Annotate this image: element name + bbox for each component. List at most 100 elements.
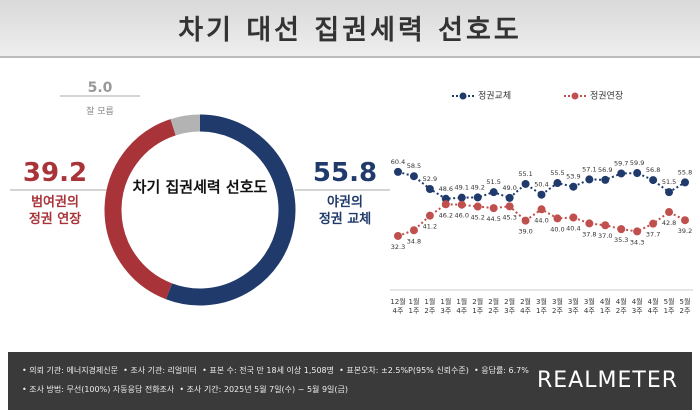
point (457, 200, 466, 209)
legend-label: 정권교체 (478, 90, 511, 102)
point (441, 200, 450, 209)
data-label: 46.0 (455, 212, 469, 220)
point (521, 179, 530, 188)
point (457, 193, 466, 202)
data-label: 34.8 (407, 237, 421, 245)
center-label: 차기 집권세력 선호도 (132, 178, 268, 196)
data-label: 39.2 (678, 227, 692, 235)
data-label: 37.8 (582, 230, 596, 238)
data-label: 37.7 (646, 231, 660, 239)
point (489, 204, 498, 213)
point (505, 202, 514, 211)
x-tick-label: 12월 4주 (390, 298, 406, 315)
point (394, 231, 402, 240)
x-tick-label: 1월 2주 (424, 298, 436, 315)
point (601, 221, 610, 230)
point (553, 179, 562, 188)
point (681, 178, 689, 187)
data-label: 49.1 (455, 184, 469, 192)
data-label: 37.0 (598, 232, 612, 240)
data-label: 41.2 (423, 223, 437, 231)
point (553, 214, 562, 223)
data-label: 51.5 (486, 178, 500, 186)
data-label: 55.1 (518, 170, 532, 178)
legend-dot (571, 92, 579, 100)
point (681, 216, 689, 225)
footer: • 의뢰 기관: 에너지경제신문 • 조사 기관: 리얼미터 • 표본 수: 전… (8, 352, 692, 410)
data-label: 58.5 (407, 162, 421, 170)
donut-slice (104, 119, 176, 300)
x-tick-label: 2월 1주 (472, 298, 484, 315)
data-label: 40.4 (566, 224, 580, 232)
point (537, 205, 546, 214)
value-label: 39.2 (22, 158, 88, 188)
x-tick-label: 3월 1주 (536, 298, 547, 315)
x-tick-label: 4월 1주 (599, 298, 611, 315)
data-label: 46.2 (439, 211, 453, 219)
point (665, 208, 674, 217)
value-label: 5.0 (87, 80, 113, 96)
data-label: 44.0 (534, 216, 548, 224)
data-label: 57.1 (582, 165, 596, 173)
x-tick-label: 2월 3주 (504, 298, 516, 315)
point (633, 227, 642, 236)
data-label: 59.7 (614, 159, 628, 167)
donut-slice (170, 114, 201, 136)
point (489, 188, 498, 197)
x-tick-label: 1월 3주 (440, 298, 452, 315)
point (425, 184, 434, 193)
data-label: 56.9 (598, 166, 612, 174)
data-label: 56.8 (646, 166, 660, 174)
data-label: 39.0 (518, 228, 532, 236)
data-label: 45.3 (502, 213, 516, 221)
header: 차기 대선 집권세력 선호도 (0, 0, 700, 58)
point (649, 219, 658, 228)
value-label: 55.8 (312, 158, 378, 188)
point (585, 219, 594, 228)
x-tick-label: 5월 1주 (663, 298, 675, 315)
point (569, 182, 578, 191)
point (409, 172, 418, 181)
data-label: 48.6 (439, 185, 453, 193)
point (505, 193, 514, 202)
data-label: 52.9 (423, 175, 437, 183)
point (665, 188, 674, 197)
data-label: 53.9 (566, 173, 580, 181)
data-label: 45.2 (470, 214, 484, 222)
note: • 조사 방법: 무선(100%) 자동응답 전화조사 • 조사 기간: 202… (22, 385, 348, 394)
point (521, 216, 530, 225)
x-tick-label: 5월 2주 (679, 298, 691, 315)
data-label: 55.8 (678, 168, 692, 176)
point (569, 213, 578, 222)
data-label: 55.5 (550, 169, 564, 177)
x-tick-label: 2월 4주 (520, 298, 531, 315)
x-tick-label: 3월 2주 (551, 298, 563, 315)
point (633, 169, 642, 178)
data-label: 40.0 (550, 225, 564, 233)
point (617, 225, 626, 234)
x-tick-label: 3월 3주 (567, 298, 579, 315)
data-label: 51.5 (662, 178, 676, 186)
category-label: 야권의 정권 교체 (318, 195, 372, 227)
x-tick-label: 2월 2주 (488, 298, 500, 315)
x-tick-label: 1월 1주 (408, 298, 420, 315)
data-label: 44.5 (486, 215, 500, 223)
point (473, 202, 482, 211)
point (441, 194, 450, 203)
category-label: 잘 모름 (86, 107, 114, 117)
legend-label: 정권연장 (590, 90, 623, 102)
legend-dot (459, 92, 467, 100)
point (601, 175, 610, 184)
x-tick-label: 4월 4주 (647, 298, 659, 315)
logo: REALMETER (537, 368, 678, 393)
x-tick-label: 4월 2주 (615, 298, 627, 315)
data-label: 42.8 (662, 219, 676, 227)
data-label: 49.2 (470, 183, 484, 191)
title: 차기 대선 집권세력 선호도 (178, 15, 522, 46)
data-label: 49.0 (502, 184, 516, 192)
note: • 의뢰 기관: 에너지경제신문 • 조사 기관: 리얼미터 • 표본 수: 전… (22, 366, 529, 375)
x-tick-label: 4월 3주 (631, 298, 643, 315)
x-tick-label: 1월 4주 (456, 298, 468, 315)
